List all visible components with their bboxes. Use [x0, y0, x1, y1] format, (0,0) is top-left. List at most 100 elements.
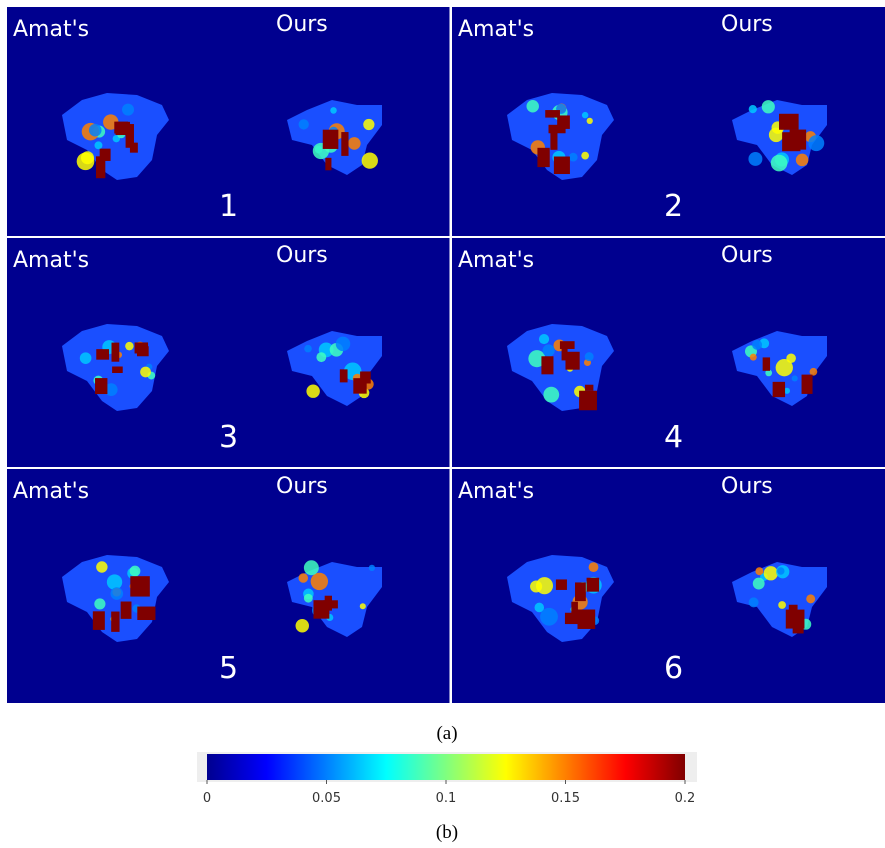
- patch: [778, 601, 786, 609]
- hot-patch: [782, 132, 801, 152]
- hot-patch: [96, 349, 110, 360]
- hot-patch: [125, 124, 134, 148]
- patch: [534, 602, 545, 613]
- patch: [581, 111, 589, 119]
- right-label: Ours: [721, 474, 773, 499]
- error-map: [732, 100, 827, 175]
- patch: [755, 567, 764, 576]
- patch: [306, 384, 320, 398]
- patch: [806, 594, 816, 604]
- patch: [94, 598, 106, 610]
- patch: [777, 567, 785, 575]
- patch: [129, 565, 141, 577]
- patch: [765, 369, 773, 377]
- hot-patch: [325, 157, 332, 171]
- patch: [96, 561, 108, 573]
- hot-patch: [111, 611, 120, 632]
- patch: [768, 127, 784, 143]
- hot-patch: [95, 378, 108, 395]
- hot-patch: [762, 357, 771, 371]
- patch: [106, 574, 123, 590]
- patch: [543, 386, 560, 403]
- colorbar: [207, 754, 685, 780]
- error-map: [287, 100, 382, 175]
- hot-patch: [92, 611, 105, 630]
- patch: [752, 577, 765, 590]
- tick-label: 0.1: [436, 791, 457, 806]
- hot-patch: [579, 390, 597, 411]
- patch: [581, 151, 590, 160]
- patch: [298, 573, 309, 583]
- hot-patch: [341, 132, 349, 156]
- left-label: Amat's: [458, 479, 534, 504]
- patch: [88, 123, 102, 137]
- patch: [330, 107, 337, 114]
- patch: [122, 103, 135, 116]
- error-map: [507, 93, 614, 180]
- hot-patch: [137, 606, 156, 620]
- error-map: [732, 562, 827, 637]
- patch: [359, 603, 366, 610]
- hot-patch: [553, 156, 570, 175]
- patch: [104, 383, 118, 397]
- hot-patch: [577, 609, 596, 629]
- hot-patch: [313, 600, 330, 619]
- caption-a: (a): [436, 723, 457, 744]
- tick-label: 0.05: [312, 791, 341, 806]
- left-label: Amat's: [458, 248, 534, 273]
- patch: [763, 566, 778, 581]
- patch: [310, 572, 329, 591]
- patch: [94, 141, 103, 150]
- patch: [76, 152, 95, 171]
- right-label: Ours: [276, 474, 328, 499]
- hot-patch: [353, 378, 367, 394]
- patch: [304, 344, 312, 353]
- patch: [749, 353, 757, 361]
- hot-patch: [339, 369, 348, 383]
- patch: [140, 366, 151, 378]
- left-label: Amat's: [458, 17, 534, 42]
- hot-patch: [112, 366, 123, 373]
- hot-patch: [111, 342, 120, 362]
- patch: [761, 100, 775, 114]
- hot-patch: [557, 115, 570, 129]
- hot-patch: [801, 374, 813, 394]
- patch: [748, 104, 757, 114]
- patch: [586, 117, 593, 125]
- panel-number: 1: [219, 189, 238, 224]
- hot-patch: [115, 121, 130, 136]
- error-map: [62, 555, 169, 642]
- patch: [542, 344, 555, 357]
- hot-patch: [555, 579, 567, 590]
- tick-label: 0: [203, 791, 211, 806]
- left-label: Amat's: [13, 479, 89, 504]
- hot-patch: [541, 356, 554, 375]
- right-label: Ours: [721, 12, 773, 37]
- caption-b: (b): [436, 822, 458, 843]
- patch: [110, 587, 124, 600]
- error-map: [287, 331, 382, 406]
- patch: [528, 350, 546, 368]
- hot-patch: [575, 582, 586, 602]
- hot-patch: [95, 156, 106, 179]
- patch: [298, 119, 309, 130]
- left-label: Amat's: [13, 248, 89, 273]
- panel-number: 3: [219, 420, 238, 455]
- right-label: Ours: [276, 12, 328, 37]
- tick-label: 0.2: [675, 791, 696, 806]
- hot-patch: [561, 345, 568, 361]
- patch: [783, 387, 791, 394]
- patch: [526, 100, 539, 113]
- patch: [303, 560, 319, 576]
- hot-patch: [565, 351, 580, 370]
- patch: [363, 118, 375, 131]
- patch: [125, 341, 134, 351]
- hot-patch: [120, 601, 132, 619]
- patch: [540, 607, 558, 626]
- patch: [748, 151, 763, 166]
- tick-label: 0.15: [551, 791, 580, 806]
- left-label: Amat's: [13, 17, 89, 42]
- patch: [79, 352, 92, 364]
- patch: [361, 152, 378, 169]
